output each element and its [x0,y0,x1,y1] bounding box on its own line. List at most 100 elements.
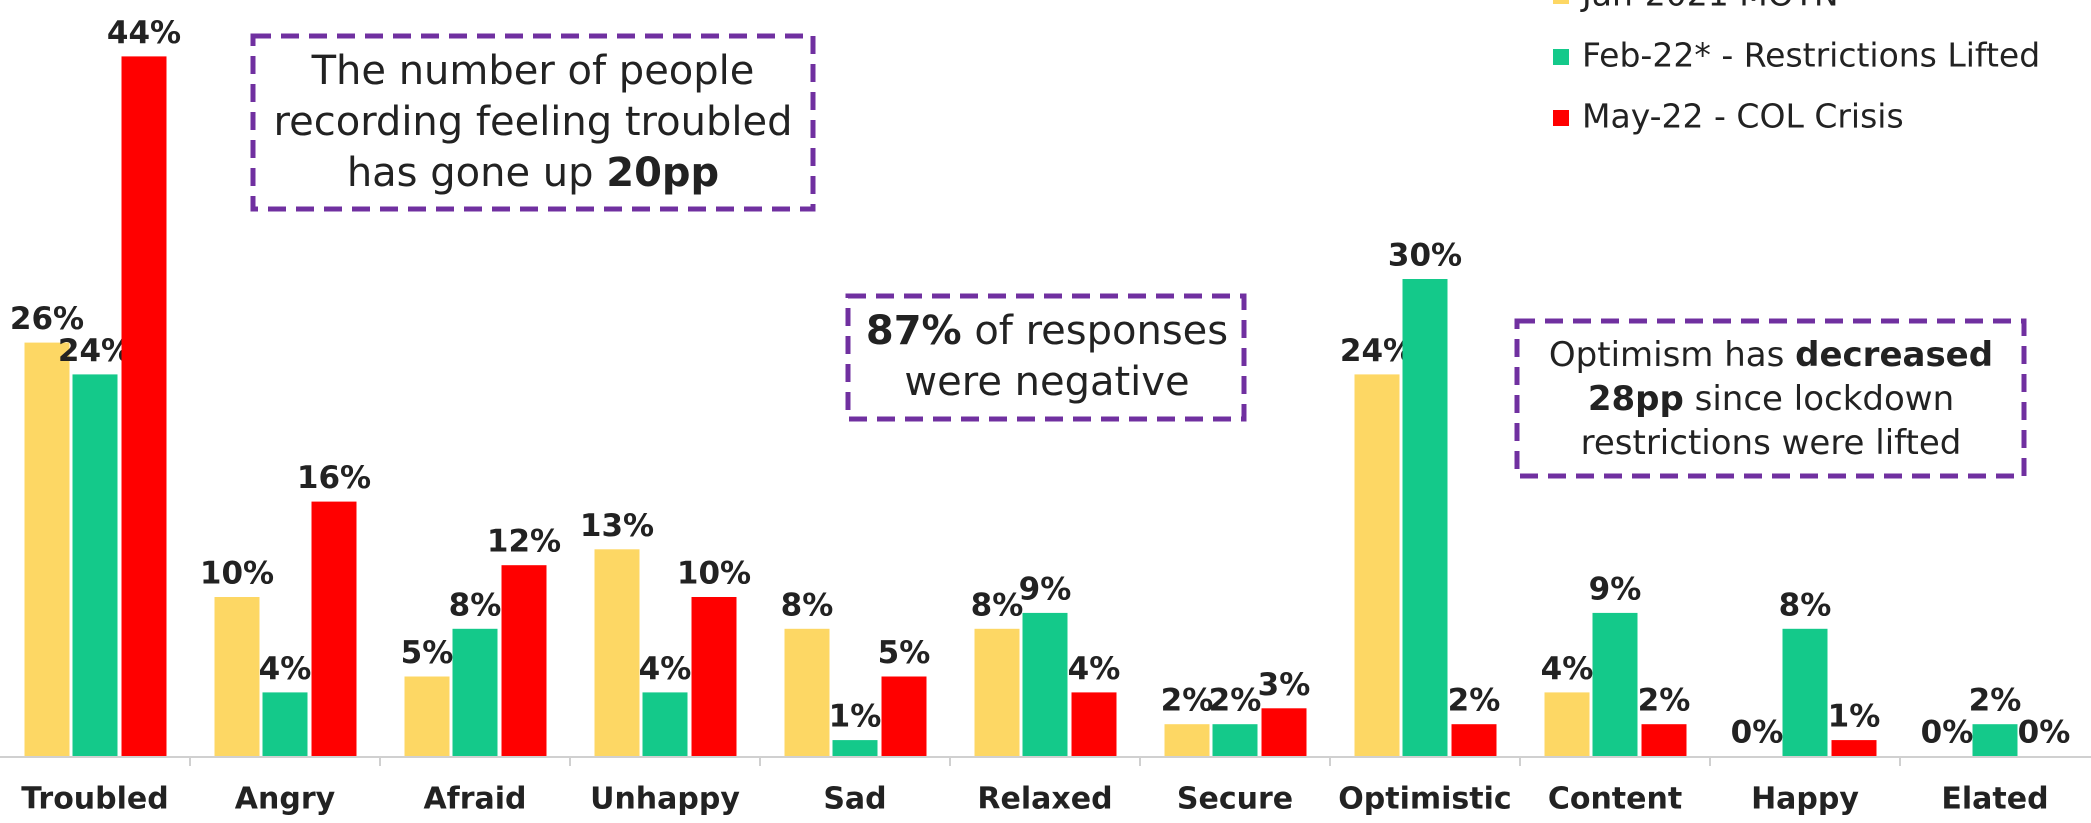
bar [832,740,878,756]
legend-label: May-22 - COL Crisis [1582,97,1904,136]
bar [452,628,498,756]
annotation-segment: decreased [1795,335,1993,375]
annotation-text: Optimism has decreased [1549,335,1993,375]
value-label: 4% [639,651,692,687]
value-label: 8% [971,587,1024,623]
x-tick-label: Happy [1751,782,1859,817]
value-label: 2% [1969,683,2022,719]
value-label: 9% [1019,571,1072,607]
bar [1972,724,2018,756]
value-label: 3% [1258,667,1311,703]
x-tick-label: Content [1548,782,1682,817]
bar [642,692,688,756]
bar [214,597,260,756]
bar [1261,708,1307,756]
bar [24,342,70,756]
annotation-text: recording feeling troubled [274,99,793,145]
annotation-box [250,33,816,212]
annotation-box [1514,318,2027,479]
value-label: 30% [1388,238,1462,274]
bar [1451,724,1497,756]
value-label: 2% [1209,683,1262,719]
value-label: 16% [297,460,371,496]
annotation-segment: restrictions were lifted [1581,423,1962,463]
bar [311,501,357,756]
bar [262,692,308,756]
value-label: 0% [1921,715,1974,751]
annotation-segment: were negative [904,359,1189,405]
value-label: 0% [2018,715,2071,751]
x-tick-label: Angry [235,782,336,817]
annotation-segment: recording feeling troubled [274,99,793,145]
bar [1782,628,1828,756]
x-tick-label: Elated [1941,782,2048,817]
legend-label: Feb-22* - Restrictions Lifted [1582,36,2040,75]
annotation-text: were negative [904,359,1189,405]
value-label: 1% [1828,699,1881,735]
bar [1402,279,1448,756]
legend-label: Jan-2021 MOTN [1580,0,1839,14]
value-label: 8% [781,587,834,623]
value-label: 13% [580,508,654,544]
value-label: 4% [1068,651,1121,687]
legend-swatch [1553,110,1569,126]
legend-swatch [1553,49,1569,65]
bar [1354,374,1400,756]
value-label: 4% [1541,651,1594,687]
annotation-segment: Optimism has [1549,335,1795,375]
bar [1022,612,1068,756]
annotation-segment: 28pp [1588,379,1684,419]
annotation-text: 87% of responses [866,308,1228,354]
value-label: 2% [1161,683,1214,719]
x-tick-label: Sad [823,782,886,817]
bar [1544,692,1590,756]
value-label: 8% [449,587,502,623]
bar [1071,692,1117,756]
annotation-segment: has gone up [347,150,606,196]
value-label: 26% [10,301,84,337]
annotation-box [845,293,1247,422]
value-label: 10% [200,556,274,592]
value-label: 44% [107,15,181,51]
x-tick-label: Optimistic [1338,782,1511,817]
annotation-text: restrictions were lifted [1581,423,1962,463]
value-label: 2% [1638,683,1691,719]
x-tick-label: Secure [1177,782,1293,817]
annotation-text: The number of people [311,48,755,94]
value-label: 1% [829,699,882,735]
bar [72,374,118,756]
value-label: 12% [487,524,561,560]
bar [691,597,737,756]
bar [881,676,927,756]
annotation-segment: of responses [962,308,1229,354]
value-label: 5% [401,635,454,671]
annotation-text: 28pp since lockdown [1588,379,1954,419]
value-label: 24% [58,333,132,369]
value-label: 5% [878,635,931,671]
value-label: 2% [1448,683,1501,719]
x-tick-label: Afraid [423,782,526,817]
bar [974,628,1020,756]
bar [594,549,640,756]
annotation-segment: 20pp [606,150,719,196]
annotation-segment: since lockdown [1684,379,1954,419]
bar [121,56,167,756]
annotation-segment: The number of people [311,48,755,94]
value-label: 4% [259,651,312,687]
bar [501,565,547,756]
x-tick-label: Troubled [21,782,169,817]
value-label: 0% [1731,715,1784,751]
bar [404,676,450,756]
bar [1592,612,1638,756]
bar [1212,724,1258,756]
legend-swatch [1553,0,1569,4]
value-label: 8% [1779,587,1832,623]
value-label: 9% [1589,571,1642,607]
value-label: 10% [677,556,751,592]
bar [784,628,830,756]
x-tick-label: Relaxed [977,782,1112,817]
annotation-segment: 87% [866,308,962,354]
x-tick-label: Unhappy [590,782,740,817]
bar [1831,740,1877,756]
